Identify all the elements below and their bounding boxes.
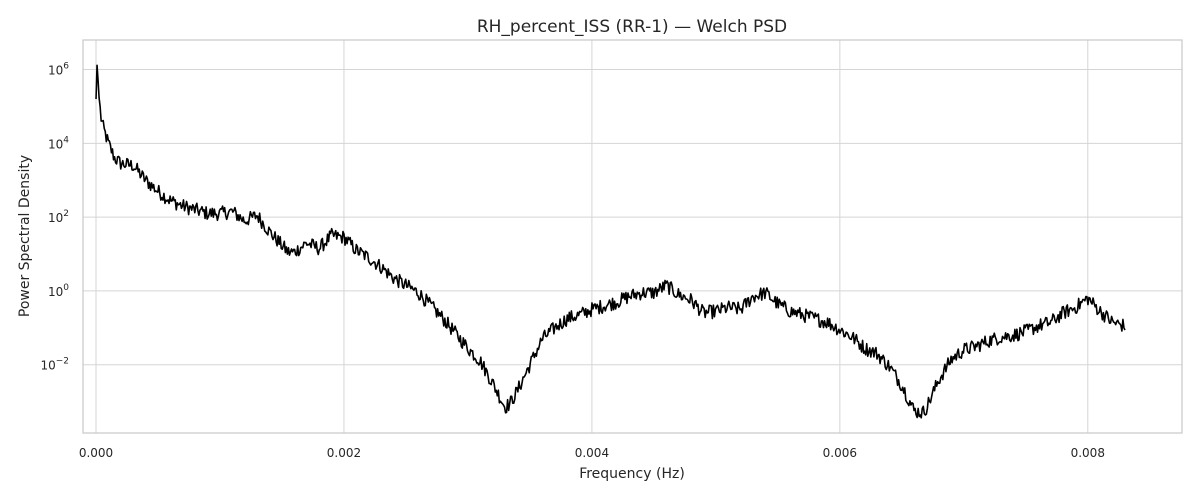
- x-axis-ticks: 0.000 0.002 0.004 0.006 0.008: [79, 446, 1105, 460]
- y-tick-exponent: 2: [63, 209, 69, 219]
- y-tick-label: 106: [48, 62, 69, 78]
- y-tick-base: 10: [40, 359, 55, 373]
- y-tick-base: 10: [48, 285, 63, 299]
- y-axis-label: Power Spectral Density: [17, 155, 33, 317]
- chart-title: RH_percent_ISS (RR-1) — Welch PSD: [477, 17, 787, 37]
- y-tick-base: 10: [48, 64, 63, 78]
- y-tick-exponent: 0: [63, 283, 69, 293]
- x-tick-label: 0.002: [327, 446, 361, 460]
- x-tick-label: 0.008: [1071, 446, 1105, 460]
- y-tick-label: 102: [48, 209, 69, 225]
- x-tick-label: 0.000: [79, 446, 113, 460]
- y-tick-exponent: 6: [63, 62, 69, 72]
- y-tick-label: 104: [48, 135, 69, 151]
- psd-series-line: [95, 64, 1126, 419]
- y-tick-base: 10: [48, 211, 63, 225]
- x-tick-label: 0.004: [575, 446, 609, 460]
- plot-frame: [82, 39, 1183, 434]
- y-tick-exponent: −2: [56, 357, 69, 367]
- y-tick-label: 100: [48, 283, 69, 299]
- x-axis-label: Frequency (Hz): [579, 466, 685, 482]
- x-tick-label: 0.006: [823, 446, 857, 460]
- y-tick-exponent: 4: [63, 135, 69, 145]
- y-tick-label: 10−2: [40, 357, 69, 373]
- y-tick-base: 10: [48, 137, 63, 151]
